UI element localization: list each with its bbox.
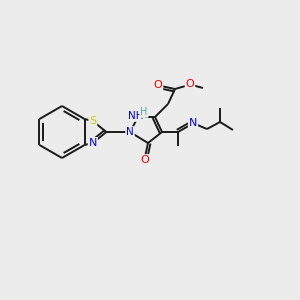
Text: O: O [186,79,194,89]
Text: NH: NH [128,111,144,121]
Text: H: H [140,107,148,117]
Text: N: N [88,138,97,148]
Text: N: N [126,127,134,137]
Text: S: S [89,116,96,126]
Text: N: N [189,118,197,128]
Text: O: O [141,155,149,165]
Text: O: O [154,80,162,90]
